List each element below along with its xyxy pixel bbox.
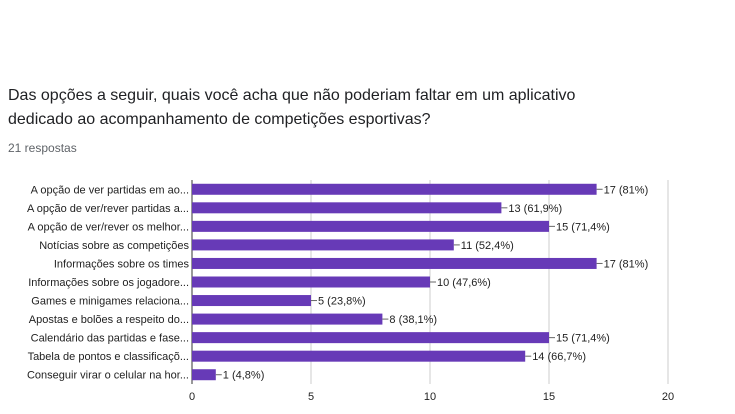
bar (192, 350, 526, 362)
data-label: 8 (38,1%) (389, 314, 437, 326)
category-label: Games e minigames relaciona... (31, 296, 189, 308)
bar (192, 257, 597, 269)
question-title: Das opções a seguir, quais você acha que… (8, 84, 708, 132)
data-label: 17 (81%) (604, 184, 649, 196)
data-label: 10 (47,6%) (437, 277, 491, 289)
bar (192, 183, 597, 195)
category-label: Conseguir virar o celular na hor... (27, 370, 189, 382)
response-count: 21 respostas (8, 141, 77, 155)
data-label: 17 (81%) (604, 258, 649, 270)
bar (192, 369, 216, 381)
bar (192, 276, 430, 288)
data-label: 11 (52,4%) (461, 240, 514, 252)
category-label: Notícias sobre as competições (39, 240, 189, 252)
bar-chart: 0 5 10 15 20 A opção de ver partidas em ao...… (27, 180, 674, 403)
bar (192, 202, 502, 214)
x-tick-label: 5 (308, 391, 314, 403)
bar (192, 239, 454, 251)
question-line-2: dedicado ao acompanhamento de competiçõe… (8, 111, 431, 128)
category-label: Informações sobre os times (54, 258, 190, 270)
data-label: 14 (66,7%) (532, 351, 586, 363)
category-label: Tabela de pontos e classificaçõ... (28, 351, 189, 363)
data-label: 15 (71,4%) (556, 221, 610, 233)
category-label: A opção de ver partidas em ao... (31, 184, 189, 196)
x-tick-label: 20 (662, 391, 674, 403)
category-label: A opção de ver/rever os melhor... (28, 221, 189, 233)
category-label: Informações sobre os jogadore... (28, 277, 189, 289)
category-label: Apostas e bolões a respeito do... (29, 314, 189, 326)
x-tick-label: 10 (424, 391, 436, 403)
x-tick-label: 15 (543, 391, 555, 403)
x-tick-label: 0 (189, 391, 195, 403)
data-label: 5 (23,8%) (318, 296, 366, 308)
data-label: 1 (4,8%) (223, 370, 265, 382)
category-label: A opção de ver/rever partidas a... (27, 203, 189, 215)
question-line-1: Das opções a seguir, quais você acha que… (8, 87, 576, 104)
bar (192, 332, 549, 344)
data-label: 13 (61,9%) (508, 203, 562, 215)
data-label: 15 (71,4%) (556, 333, 610, 345)
bar (192, 220, 549, 232)
category-label: Calendário das partidas e fase... (31, 333, 189, 345)
bar (192, 313, 383, 325)
bar (192, 295, 311, 307)
